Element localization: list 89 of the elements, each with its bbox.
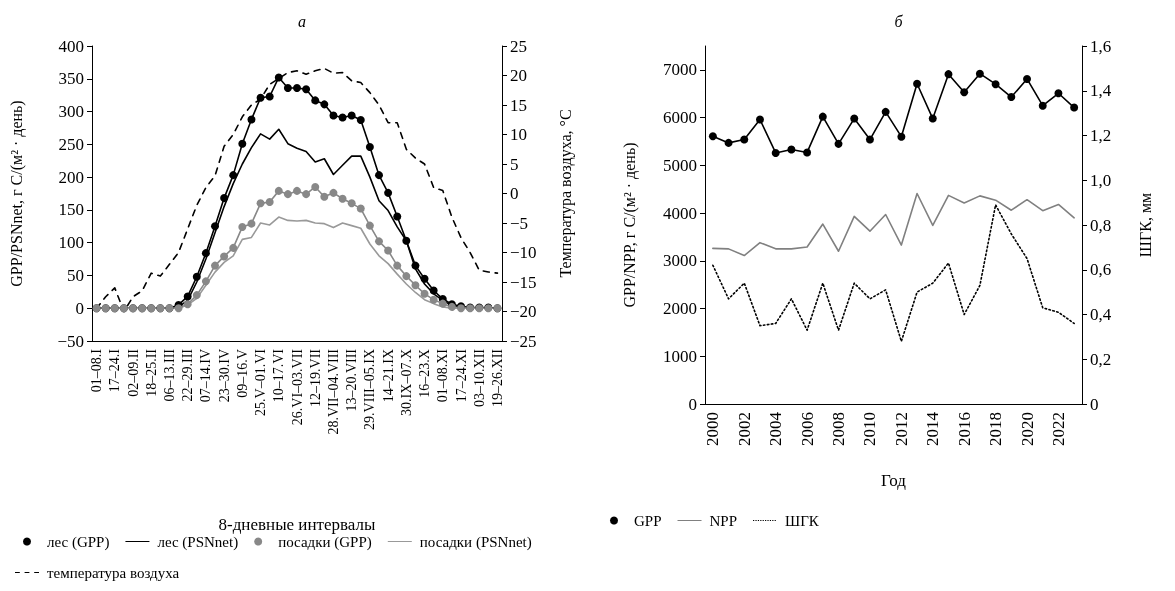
y2-tick-label: 1,6 <box>1090 36 1112 56</box>
x-tick-label: 2010 <box>860 412 880 446</box>
y2-tick-label: −10 <box>510 243 537 262</box>
x-tick-label: 16–23.X <box>417 349 433 398</box>
x-tick-label: 01–08.I <box>89 348 105 393</box>
y-axis-title: GPP/NPP, г C/(м² · день) <box>620 142 639 308</box>
y-axis-title: GPP/PSNnet, г C/(м² · день) <box>7 100 26 287</box>
x-tick-label: 29.VIII–05.IX <box>362 349 378 430</box>
x-axis-title: Год <box>881 471 907 490</box>
y-tick-label: 100 <box>58 233 84 253</box>
x-tick-label: 07–14.IV <box>198 349 214 403</box>
legend-label: GPP <box>634 512 662 529</box>
y2-tick-label: 0,2 <box>1090 349 1112 369</box>
y2-tick-label: 1,2 <box>1090 126 1112 145</box>
x-tick-label: 18–25.II <box>143 348 159 397</box>
y2-tick-label: −20 <box>510 302 537 321</box>
y2-tick-label: 20 <box>510 66 527 85</box>
legend-label: лес (GPP) <box>47 533 110 551</box>
y2-tick-label: 0 <box>510 184 519 203</box>
x-tick-label: 17–24.XI <box>453 348 469 403</box>
x-tick-label: 2012 <box>891 412 911 446</box>
legend-label: лес (PSNnet) <box>157 533 239 551</box>
legend-label: NPP <box>709 512 738 529</box>
y-tick-label: 300 <box>58 102 84 122</box>
x-tick-label: 12–19.VII <box>307 348 323 407</box>
x-tick-label: 19–26.XII <box>489 348 505 407</box>
y-tick-label: 0 <box>688 394 697 414</box>
legend-label: ШГК <box>785 512 820 529</box>
y-tick-label: 7000 <box>663 60 697 80</box>
y2-tick-label: 10 <box>510 125 527 144</box>
x-tick-label: 26.VI–03.VII <box>289 348 305 426</box>
x-tick-label: 2020 <box>1017 412 1037 446</box>
y-tick-label: 5000 <box>663 155 697 175</box>
y2-tick-label: 0,8 <box>1090 215 1112 235</box>
x-tick-label: 2006 <box>797 412 817 446</box>
x-tick-label: 28.VII–04.VIII <box>325 348 341 435</box>
x-tick-label: 14–21.IX <box>380 349 396 403</box>
x-tick-label: 13–20.VIII <box>344 348 360 412</box>
legend-label: температура воздуха <box>47 564 180 581</box>
y2-tick-label: 1,0 <box>1090 170 1112 190</box>
x-tick-label: 03–10.XII <box>471 348 487 407</box>
x-axis-title: 8-дневные интервалы <box>218 515 377 534</box>
chart-title: б <box>894 12 904 30</box>
x-tick-label: 01–08.XI <box>435 348 451 403</box>
legend-label: посадки (PSNnet) <box>419 533 532 551</box>
y-tick-label: 6000 <box>663 108 697 128</box>
x-tick-label: 23–30.IV <box>216 349 232 403</box>
y-tick-label: 50 <box>67 265 84 285</box>
y2-tick-label: 1,4 <box>1090 81 1112 101</box>
y-tick-label: 1000 <box>663 346 697 366</box>
y-tick-label: 250 <box>58 134 84 154</box>
y-tick-label: −50 <box>57 331 84 351</box>
y-tick-label: 0 <box>75 298 84 318</box>
y2-tick-label: 15 <box>510 95 527 115</box>
x-tick-label: 17–24.I <box>107 348 123 393</box>
y-tick-label: 150 <box>58 200 84 220</box>
y2-tick-label: −5 <box>510 213 529 233</box>
x-tick-label: 2022 <box>1048 412 1068 446</box>
x-tick-label: 2008 <box>829 412 849 446</box>
y-tick-label: 200 <box>58 167 84 187</box>
x-tick-label: 2002 <box>734 412 754 446</box>
x-tick-label: 2014 <box>923 411 943 446</box>
y-tick-label: 3000 <box>663 251 697 271</box>
y2-tick-label: 5 <box>510 154 519 174</box>
x-tick-label: 30.IX–07.X <box>398 349 414 416</box>
x-tick-label: 25.V–01.VI <box>253 348 269 416</box>
y2-tick-label: 0 <box>1090 394 1099 414</box>
x-tick-label: 2004 <box>766 411 786 446</box>
y2-tick-label: 0,4 <box>1090 305 1112 324</box>
y-tick-label: 2000 <box>663 299 697 319</box>
y2-tick-label: −15 <box>510 272 537 292</box>
y2-axis-title: ШГК, мм <box>1136 192 1154 258</box>
x-tick-label: 09–16.V <box>234 349 250 398</box>
x-tick-label: 2018 <box>986 412 1006 446</box>
x-tick-label: 06–13.III <box>161 348 177 402</box>
x-tick-label: 22–29.III <box>180 348 196 402</box>
legend-label: посадки (GPP) <box>278 533 372 551</box>
x-tick-label: 2016 <box>954 412 974 446</box>
y2-tick-label: 0,6 <box>1090 260 1112 280</box>
y2-tick-label: −25 <box>510 331 537 351</box>
x-tick-label: 10–17.VI <box>271 348 287 403</box>
y2-tick-label: 25 <box>510 36 527 56</box>
x-tick-label: 02–09.II <box>125 348 141 397</box>
y-tick-label: 350 <box>58 69 84 89</box>
chart-title: а <box>298 12 306 30</box>
y2-axis-title: Температура воздуха, °C <box>556 109 575 278</box>
y-tick-label: 4000 <box>663 203 697 223</box>
y-tick-label: 400 <box>58 36 84 56</box>
x-tick-label: 2000 <box>703 412 723 446</box>
